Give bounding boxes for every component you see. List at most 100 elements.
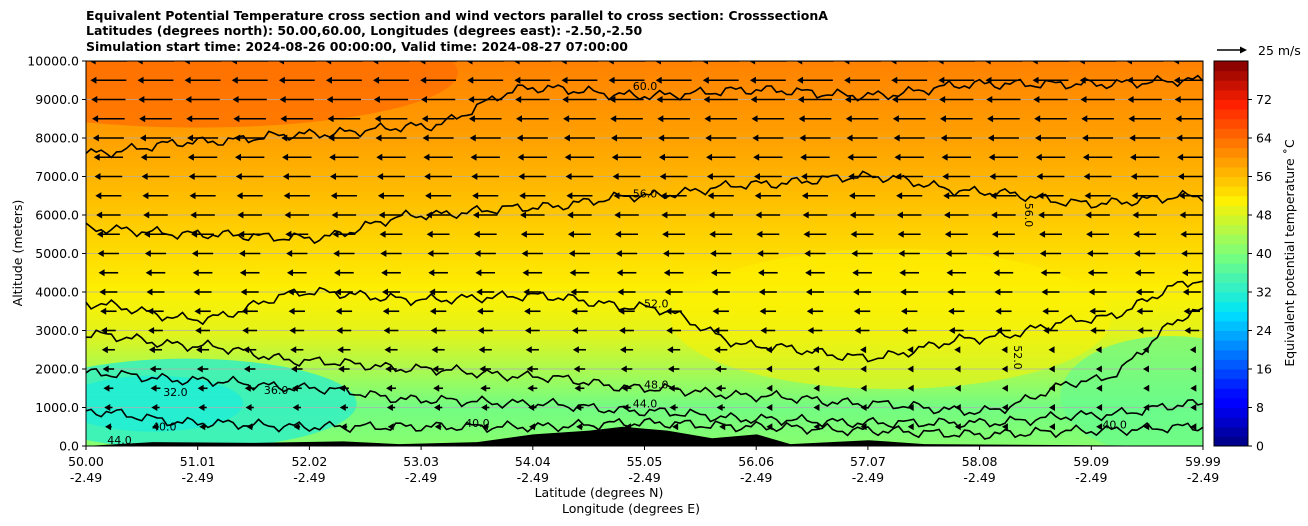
wind-vector-head — [844, 96, 851, 103]
wind-vector-head — [282, 153, 289, 161]
wind-vector-head — [1086, 230, 1093, 238]
wind-vector-head — [146, 288, 153, 296]
wind-vector-head — [847, 153, 854, 161]
wind-vector-head — [470, 153, 477, 161]
x-tick-label-lat: 57.07 — [850, 454, 886, 469]
wind-vector-head — [939, 115, 946, 123]
contour-label: 32.0 — [163, 386, 188, 399]
contour-line-52 — [86, 280, 1203, 363]
wind-vector-head — [562, 96, 569, 103]
wind-vector-head — [607, 61, 614, 65]
wind-vector-head — [325, 76, 332, 84]
wind-vector-head — [382, 307, 389, 315]
wind-vector-head — [620, 365, 627, 373]
wind-vector-head — [672, 423, 679, 431]
wind-vector-head — [1048, 384, 1055, 392]
title-line-3: Simulation start time: 2024-08-26 00:00:… — [86, 39, 628, 54]
contour-label: 40.0 — [152, 421, 177, 434]
wind-vector-head — [1080, 96, 1087, 103]
colorbar-tick-label: 64 — [1256, 131, 1272, 146]
wind-vector-head — [984, 61, 991, 65]
wind-vector-head — [1129, 134, 1136, 142]
x-tick-label-lat: 56.06 — [738, 454, 774, 469]
wind-vector-head — [572, 327, 579, 334]
wind-vector-head — [753, 153, 760, 161]
wind-vector-head — [806, 307, 813, 315]
wind-vector-head — [425, 192, 432, 200]
wind-vector-head — [189, 192, 196, 200]
wind-vector-head — [944, 230, 951, 238]
colorbar-band — [1214, 311, 1248, 322]
wind-vector-head — [941, 153, 948, 161]
wind-vector-head — [197, 384, 204, 392]
wind-vector-head — [377, 192, 384, 200]
contour-label: 36.0 — [264, 384, 289, 397]
contour-labels: 60.0 56.0 56.0 52.0 52.0 36.0 40.0 40.0 40.0 44.0… — [107, 80, 1127, 446]
wind-vector-head — [238, 230, 245, 238]
wind-vector-head — [1130, 173, 1137, 180]
colorbar-band — [1214, 320, 1248, 331]
wind-vector-head — [477, 327, 484, 334]
colorbar-tick-label: 24 — [1256, 323, 1272, 338]
wind-vector-head — [1033, 96, 1040, 103]
wind-vector-head — [1189, 346, 1196, 354]
x-tick-label-lat: 54.04 — [515, 454, 551, 469]
wind-vector-head — [92, 115, 99, 123]
wind-vector-head — [433, 404, 440, 411]
wind-vector-head — [428, 269, 435, 277]
wind-vector-head — [292, 404, 299, 411]
wind-vector-head — [1183, 307, 1190, 315]
x-tick-label-lat: 51.01 — [180, 454, 216, 469]
wind-vector-head — [766, 423, 773, 431]
x-tick-label-lon: -2.49 — [1187, 470, 1219, 485]
wind-vector-head — [568, 250, 575, 257]
wind-vector-head — [480, 384, 487, 392]
wind-vector-head — [801, 173, 808, 180]
wind-vector-head — [99, 288, 106, 296]
wind-vector-head — [711, 288, 718, 296]
wind-vector-head — [522, 269, 529, 277]
wind-vector-head — [138, 96, 145, 103]
wind-vector-head — [1182, 269, 1189, 277]
wind-vector-head — [614, 211, 621, 219]
wind-vector-head — [285, 230, 292, 238]
wind-vector-head — [246, 423, 253, 431]
wind-vector-head — [432, 365, 439, 373]
x-tick-label-lon: -2.49 — [963, 470, 995, 485]
wind-vector-head — [994, 288, 1001, 296]
wind-vector-head — [860, 346, 867, 354]
wind-vector-head — [619, 346, 626, 354]
title-line-1: Equivalent Potential Temperature cross s… — [86, 8, 828, 23]
wind-vector-head — [331, 211, 338, 219]
wind-vector-head — [843, 61, 850, 65]
contour-line-56 — [86, 170, 1203, 245]
wind-vector-head — [386, 404, 393, 411]
wind-vector-head — [938, 76, 945, 84]
wind-vector-head — [570, 288, 577, 296]
wind-vector-head — [481, 423, 488, 431]
wind-vector-head — [424, 173, 431, 180]
wind-vector-head — [1143, 384, 1150, 392]
wind-vector-head — [1086, 250, 1093, 257]
wind-vector-head — [561, 76, 568, 84]
wind-vector-head — [193, 288, 200, 296]
wind-vector-head — [184, 76, 191, 84]
wind-vector-head — [137, 76, 144, 84]
wind-vector-head — [1190, 384, 1197, 392]
wind-vector-head — [327, 115, 334, 123]
wind-vector-head — [619, 327, 626, 334]
wind-vector-head — [236, 192, 243, 200]
wind-vector-head — [183, 61, 190, 65]
wind-vector-head — [709, 230, 716, 238]
wind-vector-head — [1087, 269, 1094, 277]
wind-vector-head — [942, 173, 949, 180]
wind-vector-head — [139, 115, 146, 123]
wind-vector-head — [1134, 250, 1141, 257]
wind-vector-head — [939, 96, 946, 103]
wind-vector-head — [1126, 76, 1133, 84]
colorbar-band — [1214, 263, 1248, 274]
wind-vector-head — [330, 173, 337, 180]
wind-vector-head — [330, 192, 337, 200]
wind-vector-head — [1133, 230, 1140, 238]
